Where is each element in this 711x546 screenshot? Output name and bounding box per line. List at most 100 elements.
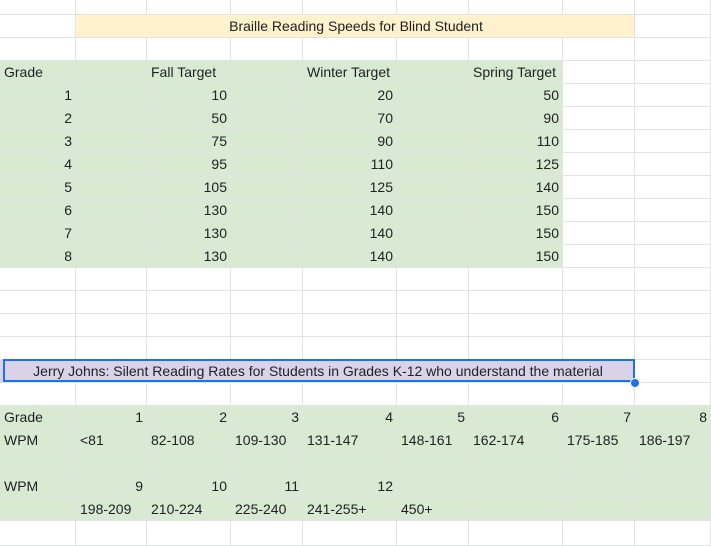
grid-cell[interactable] xyxy=(635,107,711,130)
grid-cell[interactable] xyxy=(76,38,147,61)
spring-cell[interactable]: 90 xyxy=(469,107,563,130)
value-cell[interactable]: 6 xyxy=(469,406,563,429)
grade-cell[interactable]: 2 xyxy=(0,107,76,130)
header-spring[interactable]: Spring Target xyxy=(469,61,563,84)
empty-cell[interactable] xyxy=(0,452,76,475)
grid-cell[interactable] xyxy=(147,268,231,291)
header-winter[interactable]: Winter Target xyxy=(303,61,397,84)
grid-cell[interactable] xyxy=(0,38,76,61)
winter-cell[interactable]: 125 xyxy=(303,176,397,199)
spring-cell[interactable]: 110 xyxy=(469,130,563,153)
grid-cell[interactable] xyxy=(635,383,711,406)
spring-cell[interactable]: 140 xyxy=(469,176,563,199)
value-cell[interactable]: 9 xyxy=(76,475,147,498)
value-cell[interactable]: 109-130 xyxy=(231,429,303,452)
empty-cell[interactable] xyxy=(231,199,303,222)
grade-cell[interactable]: 8 xyxy=(0,245,76,268)
grid-cell[interactable] xyxy=(147,38,231,61)
empty-cell[interactable] xyxy=(231,107,303,130)
grid-cell[interactable] xyxy=(635,337,711,360)
grid-cell[interactable] xyxy=(563,107,635,130)
johns-title[interactable]: Jerry Johns: Silent Reading Rates for St… xyxy=(0,360,635,383)
empty-cell[interactable] xyxy=(397,475,469,498)
grid-cell[interactable] xyxy=(469,0,563,15)
grid-cell[interactable] xyxy=(563,61,635,84)
empty-cell[interactable] xyxy=(76,130,147,153)
empty-cell[interactable] xyxy=(469,498,563,521)
spring-cell[interactable]: 150 xyxy=(469,199,563,222)
grade-cell[interactable]: 3 xyxy=(0,130,76,153)
grid-cell[interactable] xyxy=(397,291,469,314)
grid-cell[interactable] xyxy=(563,199,635,222)
value-cell[interactable]: 225-240 xyxy=(231,498,303,521)
winter-cell[interactable]: 90 xyxy=(303,130,397,153)
grid-cell[interactable] xyxy=(76,268,147,291)
grid-cell[interactable] xyxy=(635,268,711,291)
value-cell[interactable]: 131-147 xyxy=(303,429,397,452)
grid-cell[interactable] xyxy=(76,291,147,314)
grid-cell[interactable] xyxy=(76,383,147,406)
grid-cell[interactable] xyxy=(397,383,469,406)
empty-cell[interactable] xyxy=(469,452,563,475)
grid-cell[interactable] xyxy=(231,314,303,337)
empty-cell[interactable] xyxy=(397,130,469,153)
empty-cell[interactable] xyxy=(231,245,303,268)
value-cell[interactable]: 10 xyxy=(147,475,231,498)
grid-cell[interactable] xyxy=(563,337,635,360)
spring-cell[interactable]: 50 xyxy=(469,84,563,107)
value-cell[interactable]: <81 xyxy=(76,429,147,452)
value-cell[interactable]: 4 xyxy=(303,406,397,429)
grid-cell[interactable] xyxy=(0,383,76,406)
grid-cell[interactable] xyxy=(635,153,711,176)
value-cell[interactable]: 241-255+ xyxy=(303,498,397,521)
grid-cell[interactable] xyxy=(469,521,563,546)
value-cell[interactable]: 198-209 xyxy=(76,498,147,521)
row-label[interactable]: WPM xyxy=(0,429,76,452)
fall-cell[interactable]: 130 xyxy=(147,245,231,268)
value-cell[interactable]: 210-224 xyxy=(147,498,231,521)
grid-cell[interactable] xyxy=(147,521,231,546)
grid-cell[interactable] xyxy=(563,291,635,314)
empty-cell[interactable] xyxy=(76,153,147,176)
empty-cell[interactable] xyxy=(231,176,303,199)
empty-cell[interactable] xyxy=(231,130,303,153)
winter-cell[interactable]: 110 xyxy=(303,153,397,176)
empty-cell[interactable] xyxy=(635,452,711,475)
header-grade[interactable]: Grade xyxy=(0,61,76,84)
empty-cell[interactable] xyxy=(397,245,469,268)
header-empty[interactable] xyxy=(397,61,469,84)
grid-cell[interactable] xyxy=(469,314,563,337)
empty-cell[interactable] xyxy=(76,222,147,245)
header-empty[interactable] xyxy=(76,61,147,84)
value-cell[interactable]: 2 xyxy=(147,406,231,429)
empty-cell[interactable] xyxy=(397,176,469,199)
value-cell[interactable]: 82-108 xyxy=(147,429,231,452)
value-cell[interactable]: 175-185 xyxy=(563,429,635,452)
grid-cell[interactable] xyxy=(635,360,711,383)
grid-cell[interactable] xyxy=(563,176,635,199)
value-cell[interactable]: 8 xyxy=(635,406,711,429)
empty-cell[interactable] xyxy=(635,498,711,521)
grid-cell[interactable] xyxy=(635,176,711,199)
grid-cell[interactable] xyxy=(469,268,563,291)
value-cell[interactable]: 148-161 xyxy=(397,429,469,452)
grid-cell[interactable] xyxy=(147,383,231,406)
grid-cell[interactable] xyxy=(231,38,303,61)
grid-cell[interactable] xyxy=(147,337,231,360)
grid-cell[interactable] xyxy=(563,268,635,291)
grid-cell[interactable] xyxy=(397,314,469,337)
grid-cell[interactable] xyxy=(635,38,711,61)
grid-cell[interactable] xyxy=(469,337,563,360)
value-cell[interactable]: 162-174 xyxy=(469,429,563,452)
grid-cell[interactable] xyxy=(635,130,711,153)
grid-cell[interactable] xyxy=(563,38,635,61)
grade-cell[interactable]: 7 xyxy=(0,222,76,245)
value-cell[interactable]: 1 xyxy=(76,406,147,429)
winter-cell[interactable]: 70 xyxy=(303,107,397,130)
empty-cell[interactable] xyxy=(231,452,303,475)
value-cell[interactable]: 450+ xyxy=(397,498,469,521)
empty-cell[interactable] xyxy=(635,475,711,498)
empty-cell[interactable] xyxy=(147,452,231,475)
fill-handle[interactable] xyxy=(630,378,640,388)
